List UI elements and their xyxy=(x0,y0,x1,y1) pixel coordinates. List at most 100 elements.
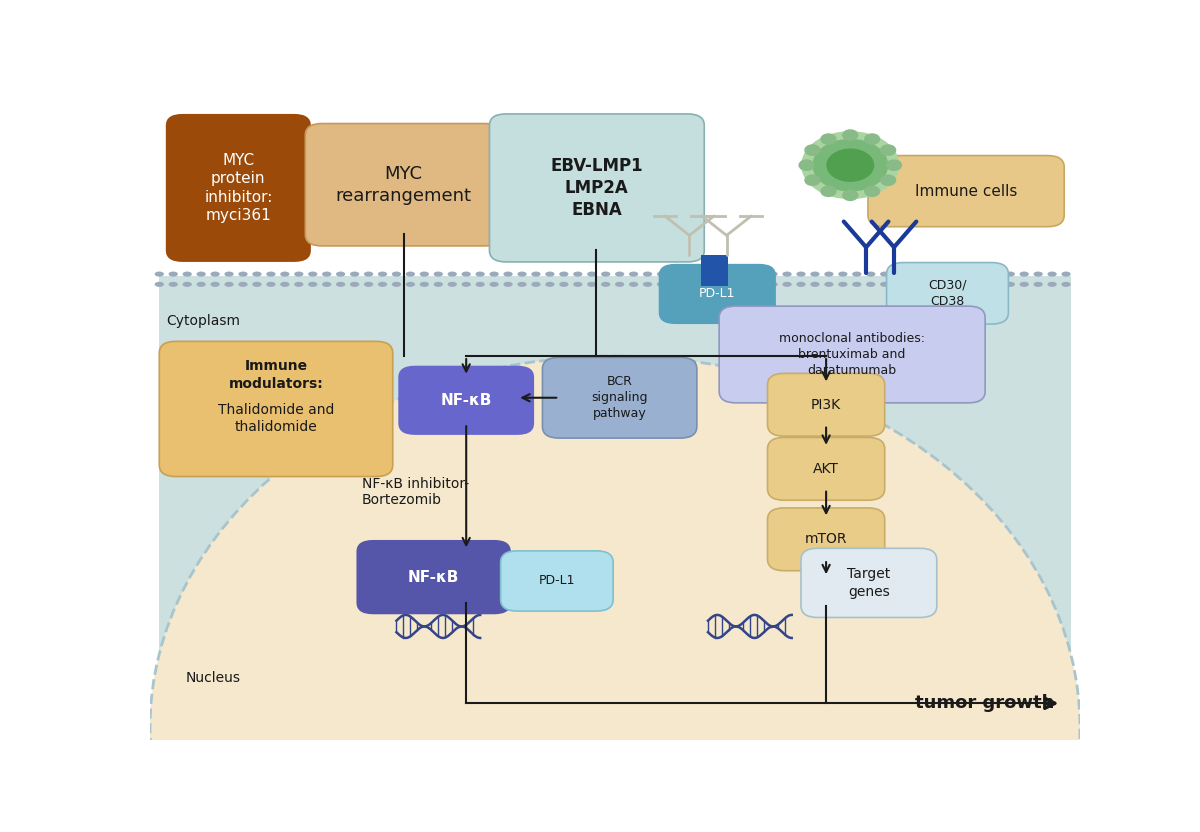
FancyBboxPatch shape xyxy=(500,551,613,611)
Circle shape xyxy=(881,175,895,186)
Ellipse shape xyxy=(616,271,624,277)
Ellipse shape xyxy=(239,282,247,287)
Ellipse shape xyxy=(475,271,485,277)
Ellipse shape xyxy=(224,282,234,287)
Ellipse shape xyxy=(559,282,569,287)
Ellipse shape xyxy=(224,271,234,277)
Circle shape xyxy=(805,175,820,186)
Ellipse shape xyxy=(210,271,220,277)
Ellipse shape xyxy=(880,271,889,277)
Text: tumor growth: tumor growth xyxy=(914,695,1054,712)
Ellipse shape xyxy=(727,282,736,287)
Ellipse shape xyxy=(364,282,373,287)
Ellipse shape xyxy=(782,271,792,277)
Ellipse shape xyxy=(978,282,988,287)
Ellipse shape xyxy=(462,271,470,277)
Text: PI3K: PI3K xyxy=(811,398,841,412)
Ellipse shape xyxy=(643,282,653,287)
Ellipse shape xyxy=(671,282,680,287)
Text: MYC
rearrangement: MYC rearrangement xyxy=(336,165,472,205)
Ellipse shape xyxy=(392,271,401,277)
Ellipse shape xyxy=(713,282,722,287)
FancyBboxPatch shape xyxy=(356,540,511,614)
Ellipse shape xyxy=(378,282,388,287)
Ellipse shape xyxy=(504,271,512,277)
Ellipse shape xyxy=(978,271,988,277)
Ellipse shape xyxy=(922,271,931,277)
Text: Nucleus: Nucleus xyxy=(185,671,240,685)
Text: Immune cells: Immune cells xyxy=(914,184,1018,199)
Ellipse shape xyxy=(797,271,805,277)
Ellipse shape xyxy=(322,282,331,287)
Ellipse shape xyxy=(755,282,763,287)
Ellipse shape xyxy=(1006,282,1015,287)
Ellipse shape xyxy=(698,282,708,287)
FancyBboxPatch shape xyxy=(887,263,1008,324)
Ellipse shape xyxy=(490,282,499,287)
Ellipse shape xyxy=(880,282,889,287)
Circle shape xyxy=(821,134,836,144)
FancyBboxPatch shape xyxy=(542,358,697,438)
Ellipse shape xyxy=(894,271,904,277)
Text: Thalidomide and
thalidomide: Thalidomide and thalidomide xyxy=(218,403,335,434)
Circle shape xyxy=(802,132,899,199)
Ellipse shape xyxy=(420,282,430,287)
Circle shape xyxy=(865,186,880,196)
Ellipse shape xyxy=(1033,282,1043,287)
Circle shape xyxy=(799,160,814,171)
Ellipse shape xyxy=(559,271,569,277)
Ellipse shape xyxy=(462,282,470,287)
Ellipse shape xyxy=(294,282,304,287)
FancyBboxPatch shape xyxy=(710,255,719,285)
Ellipse shape xyxy=(182,282,192,287)
Circle shape xyxy=(821,186,836,196)
Ellipse shape xyxy=(155,282,164,287)
Text: AKT: AKT xyxy=(814,462,839,476)
Ellipse shape xyxy=(252,282,262,287)
Ellipse shape xyxy=(168,271,178,277)
Circle shape xyxy=(865,134,880,144)
Ellipse shape xyxy=(490,271,499,277)
Ellipse shape xyxy=(936,271,946,277)
Ellipse shape xyxy=(656,282,666,287)
Ellipse shape xyxy=(406,271,415,277)
Circle shape xyxy=(842,130,858,141)
FancyBboxPatch shape xyxy=(868,156,1064,226)
Ellipse shape xyxy=(281,271,289,277)
Text: PD-L1: PD-L1 xyxy=(700,287,736,300)
Ellipse shape xyxy=(936,282,946,287)
Ellipse shape xyxy=(448,271,457,277)
Text: PD-L1: PD-L1 xyxy=(539,574,575,587)
Ellipse shape xyxy=(1006,271,1015,277)
Circle shape xyxy=(887,160,901,171)
FancyBboxPatch shape xyxy=(701,255,710,285)
Ellipse shape xyxy=(922,282,931,287)
Ellipse shape xyxy=(197,271,206,277)
Ellipse shape xyxy=(1048,282,1057,287)
Ellipse shape xyxy=(782,282,792,287)
Circle shape xyxy=(827,149,874,181)
Ellipse shape xyxy=(336,271,346,277)
Ellipse shape xyxy=(475,282,485,287)
Text: Cytoplasm: Cytoplasm xyxy=(167,314,241,328)
Ellipse shape xyxy=(991,271,1001,277)
Ellipse shape xyxy=(740,282,750,287)
Ellipse shape xyxy=(991,282,1001,287)
Ellipse shape xyxy=(252,271,262,277)
Ellipse shape xyxy=(532,282,541,287)
Text: CD30/
CD38: CD30/ CD38 xyxy=(929,279,967,308)
Ellipse shape xyxy=(839,282,847,287)
Ellipse shape xyxy=(797,282,805,287)
FancyBboxPatch shape xyxy=(719,255,728,285)
Ellipse shape xyxy=(406,282,415,287)
Ellipse shape xyxy=(950,282,959,287)
FancyBboxPatch shape xyxy=(768,374,884,436)
Ellipse shape xyxy=(239,271,247,277)
Text: monoclonal antibodies:
brentuximab and
daratumumab: monoclonal antibodies: brentuximab and d… xyxy=(779,332,925,377)
Ellipse shape xyxy=(866,271,876,277)
Ellipse shape xyxy=(532,271,541,277)
Ellipse shape xyxy=(281,282,289,287)
Ellipse shape xyxy=(824,282,834,287)
Ellipse shape xyxy=(768,282,778,287)
Ellipse shape xyxy=(155,271,164,277)
